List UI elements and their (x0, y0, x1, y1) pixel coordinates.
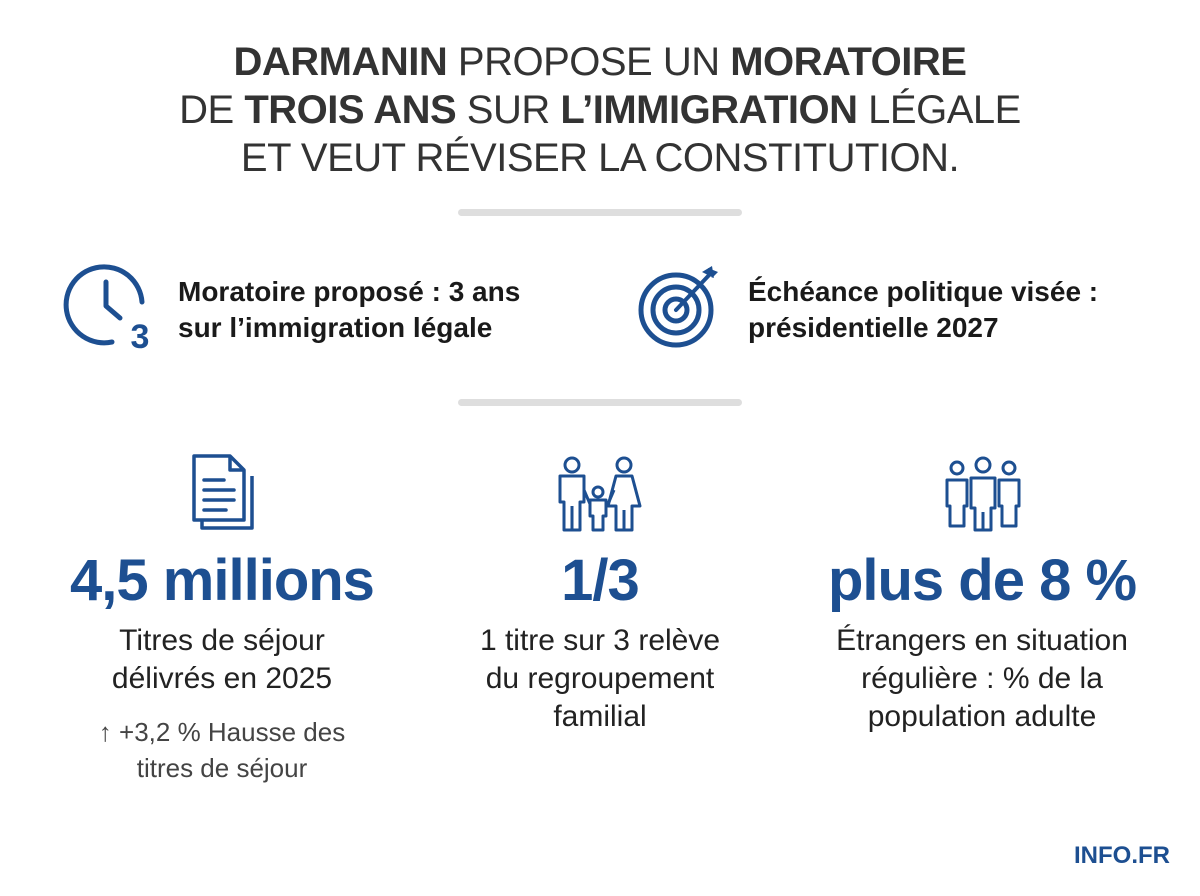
title-regular: LÉGALE (868, 88, 1021, 132)
fact: Échéance politique visée : présidentiell… (748, 274, 1098, 346)
title-line: ET VEUT RÉVISER LA CONSTITUTION. (0, 134, 1200, 182)
stat-note: ↑ +3,2 % Hausse des titres de séjour (22, 714, 422, 786)
description-line: délivrés en 2025 (111, 662, 333, 695)
source: INFO.FR (1074, 842, 1170, 869)
description-line: Étrangers en situation (836, 624, 1128, 657)
group-icon (945, 456, 1021, 532)
divider (458, 399, 742, 406)
stat: plus de 8 % Étrangers en situation régul… (782, 548, 1182, 736)
description-line: population adulte (867, 700, 1097, 733)
title-bold: L’IMMIGRATION (560, 88, 858, 132)
fact-line: présidentielle 2027 (748, 312, 999, 343)
divider (458, 209, 742, 216)
note-line: ↑ +3,2 % Hausse des (22, 714, 422, 750)
title-regular: DE (179, 88, 234, 132)
title-bold: MORATOIRE (730, 40, 967, 84)
description-line: familial (553, 700, 647, 733)
stat-description: Étrangers en situation régulière : % de … (782, 622, 1182, 736)
clock-label: 3 (131, 318, 150, 356)
stat-value: plus de 8 % (827, 548, 1137, 613)
title-bold: DARMANIN (233, 40, 448, 84)
title-line: DARMANIN PROPOSE UN MORATOIRE (0, 38, 1200, 86)
description-line: du regroupement (485, 662, 715, 695)
up-arrow: ↑ (98, 717, 120, 747)
description-line: Titres de séjour (119, 624, 325, 657)
stat: 1/3 1 titre sur 3 relève du regroupement… (400, 548, 800, 736)
fact-line: Moratoire proposé : 3 ans (178, 276, 521, 307)
stat-value: 1/3 (561, 548, 640, 613)
title-regular: PROPOSE UN (457, 40, 720, 84)
stat-description: 1 titre sur 3 relève du regroupement fam… (400, 622, 800, 736)
fact: Moratoire proposé : 3 ans sur l’immigrat… (178, 274, 520, 346)
title-bold: TROIS ANS (244, 88, 457, 132)
stat-description: Titres de séjour délivrés en 2025 (22, 622, 422, 698)
target-icon (638, 266, 718, 348)
stat-value: 4,5 millions (70, 548, 375, 613)
note-text: +3,2 % Hausse des (119, 717, 346, 747)
note-line: titres de séjour (136, 753, 308, 783)
title-regular: SUR (466, 88, 550, 132)
clock-icon: 3 (63, 264, 150, 356)
fact-line: Échéance politique visée : (748, 276, 1099, 307)
document-icon (192, 454, 254, 530)
family-icon (558, 456, 642, 532)
description-line: 1 titre sur 3 relève (479, 624, 721, 657)
description-line: régulière : % de la (861, 662, 1103, 695)
fact-line: sur l’immigration légale (178, 312, 493, 343)
stat: 4,5 millions Titres de séjour délivrés e… (22, 548, 422, 786)
title-regular: ET VEUT RÉVISER LA CONSTITUTION. (240, 136, 960, 180)
title-line: DE TROIS ANS SUR L’IMMIGRATION LÉGALE (0, 86, 1200, 134)
